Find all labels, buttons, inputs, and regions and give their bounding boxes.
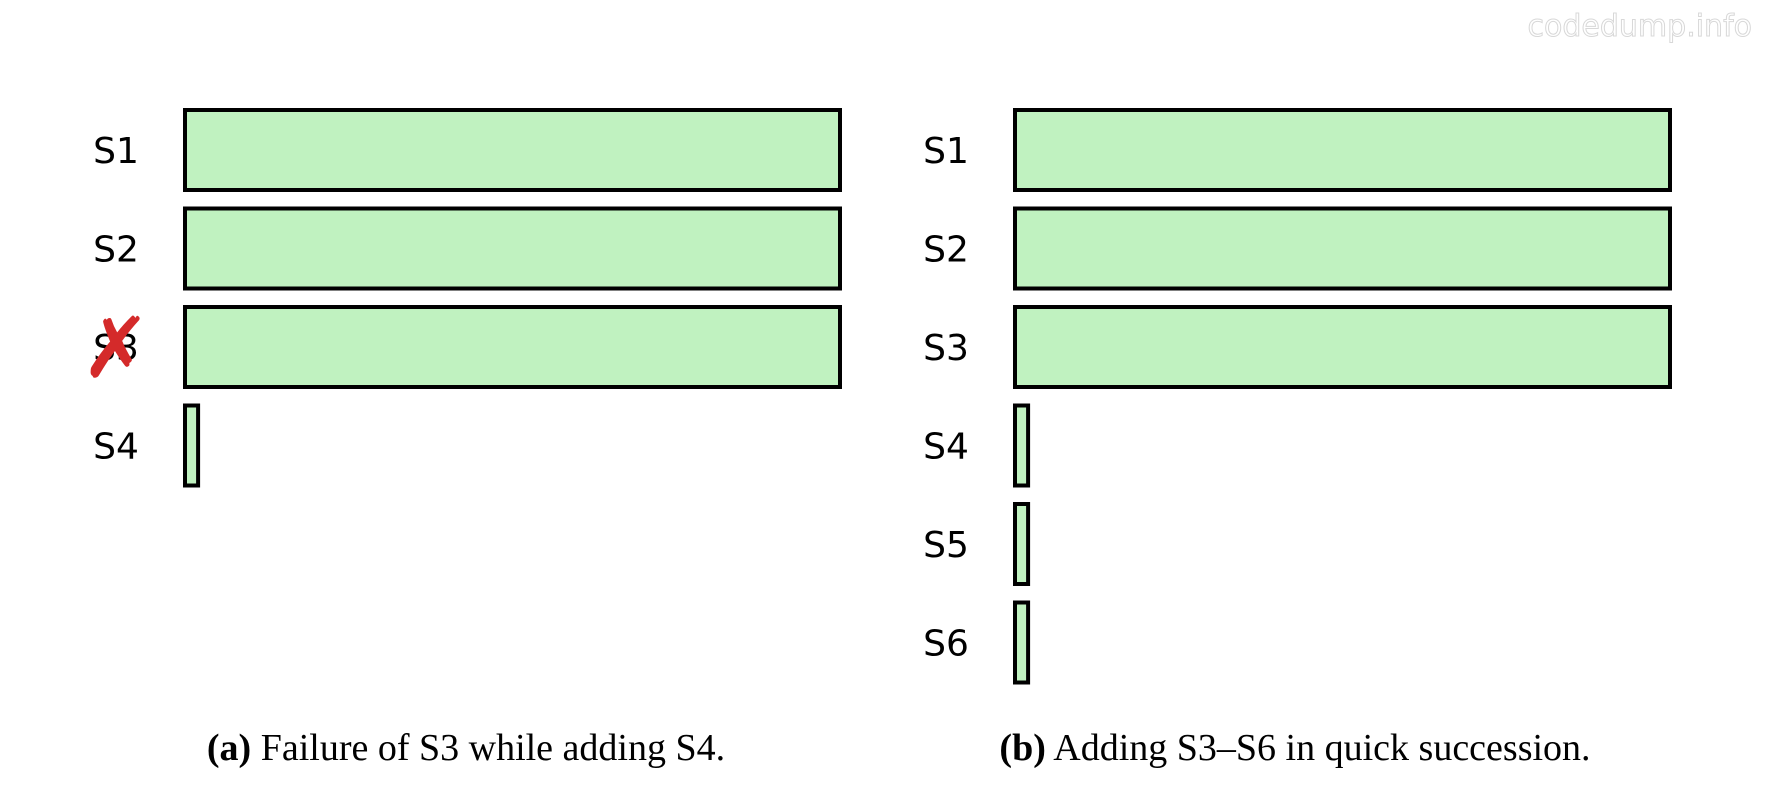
log-bar-s1	[183, 108, 842, 192]
server-label-s2: S2	[93, 230, 139, 271]
server-label-s2: S2	[923, 230, 969, 271]
caption-b-text: Adding S3–S6 in quick succession.	[1046, 727, 1591, 769]
log-bar-s3	[1013, 305, 1672, 389]
server-label-s5: S5	[923, 525, 969, 566]
log-bar-s6	[1013, 600, 1031, 685]
panel-b: S1 S2 S3 S4 S5 S6	[923, 108, 1672, 685]
caption-a: (a) Failure of S3 while adding S4.	[207, 727, 725, 769]
log-bar-s4	[183, 403, 201, 488]
caption-b-tag: (b)	[999, 727, 1045, 769]
caption-a-text: Failure of S3 while adding S4.	[251, 727, 725, 769]
server-label-s3: S3	[923, 328, 969, 369]
log-bar-s2	[1013, 206, 1672, 291]
server-label-s6: S6	[923, 624, 969, 665]
watermark: codedump.info	[1528, 9, 1752, 44]
server-label-s4: S4	[923, 427, 969, 468]
server-label-s3: S3	[93, 328, 139, 369]
caption-a-tag: (a)	[207, 727, 251, 769]
log-bar-s5	[1013, 502, 1031, 586]
log-bar-s3	[183, 305, 842, 389]
log-bar-s4	[1013, 403, 1031, 488]
caption-b: (b) Adding S3–S6 in quick succession.	[999, 727, 1590, 769]
server-label-s1: S1	[93, 131, 139, 172]
server-label-s4: S4	[93, 427, 139, 468]
cross-icon: ✗	[81, 299, 151, 397]
log-bar-s2	[183, 206, 842, 291]
server-label-s1: S1	[923, 131, 969, 172]
panel-a: S1 S2 S3✗ S4	[81, 108, 842, 488]
log-bar-s1	[1013, 108, 1672, 192]
